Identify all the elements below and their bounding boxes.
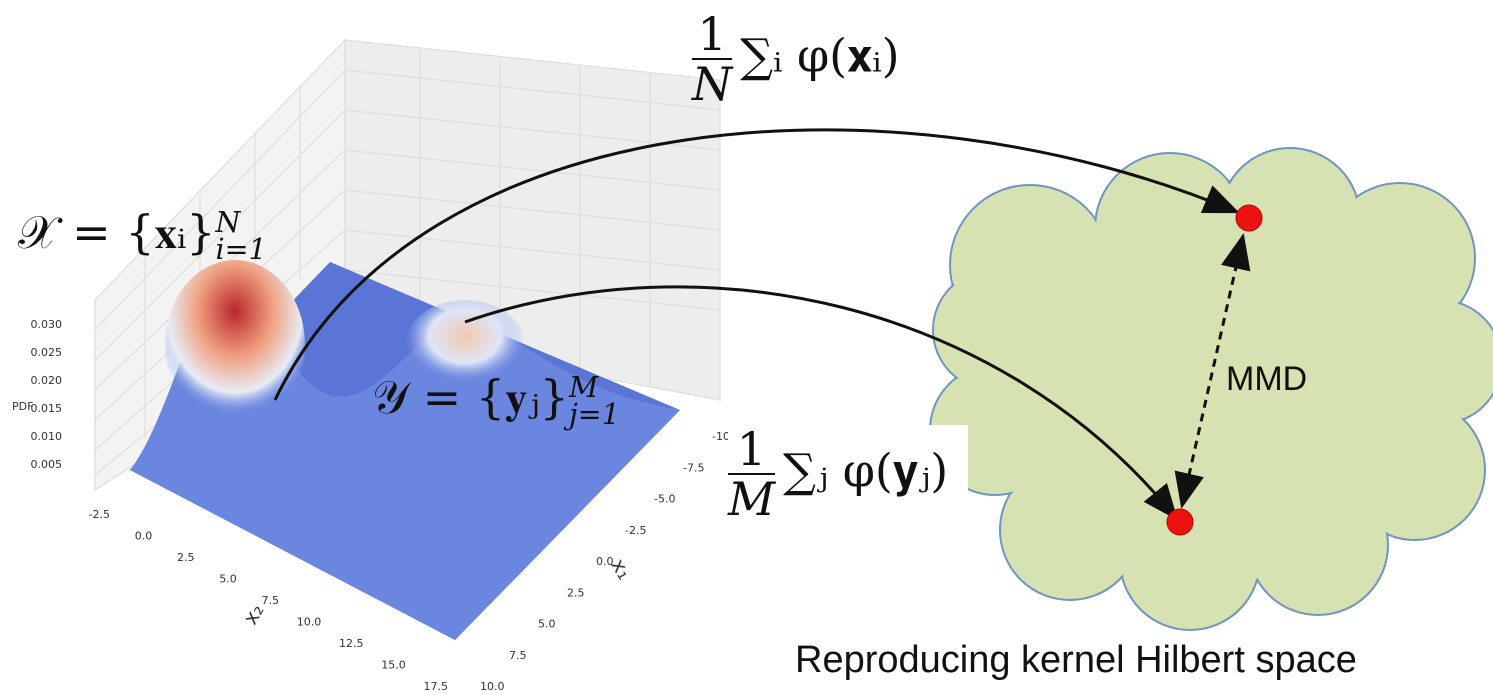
x1-tick-label: 7.5 — [509, 649, 527, 662]
cloud-fill — [1122, 492, 1259, 629]
embedding-point — [1236, 205, 1262, 231]
cloud-fill — [1097, 155, 1244, 302]
x1-tick-label: 2.5 — [567, 586, 585, 599]
embedding-point — [1167, 509, 1193, 535]
sum: ∑ⱼ φ(𝐲ⱼ) — [783, 443, 948, 497]
x2-tick-label: 2.5 — [177, 551, 195, 564]
x2-tick-label: 0.0 — [135, 530, 153, 543]
x2-tick-label: 15.0 — [381, 659, 406, 672]
rkhs-cloud — [930, 148, 1493, 630]
diagram: MMD Reproducing kernel Hilbert space PDF… — [0, 0, 1493, 695]
x2-tick-label: 12.5 — [339, 637, 364, 650]
z-tick-label: 0.010 — [31, 430, 63, 443]
x1-tick-label: 10.0 — [480, 680, 505, 693]
x2-tick-label: 7.5 — [262, 594, 280, 607]
cloud-fill — [935, 272, 1052, 389]
space-label: Reproducing kernel Hilbert space — [795, 639, 1357, 681]
x2-tick-label: 17.5 — [424, 680, 449, 693]
x2-tick-label: -2.5 — [89, 508, 110, 521]
z-tick-label: 0.015 — [31, 402, 63, 415]
formula-main: 𝒳 = {𝐱ᵢ} — [18, 205, 216, 259]
formula-sub: j=1 — [569, 401, 620, 428]
numerator: 1 — [692, 10, 732, 58]
numerator: 1 — [728, 425, 775, 473]
distance-label: MMD — [1226, 360, 1307, 398]
z-tick-label: 0.005 — [31, 458, 63, 471]
x1-tick-label: -2.5 — [625, 524, 646, 537]
formula-sub: i=1 — [216, 236, 267, 263]
formula-main: 𝒴 = {𝐲ⱼ} — [372, 370, 569, 424]
z-tick-label: 0.025 — [31, 346, 63, 359]
cloud-fill — [1250, 477, 1387, 614]
z-tick-label: 0.030 — [31, 318, 63, 331]
z-tick-label: 0.020 — [31, 374, 63, 387]
formula-sup: M — [569, 374, 620, 401]
x1-tick-label: 0.0 — [596, 555, 614, 568]
x1-tick-label: 5.0 — [538, 618, 556, 631]
denominator: N — [692, 58, 732, 108]
denominator: M — [728, 473, 775, 523]
x1-tick-label: -5.0 — [654, 493, 675, 506]
x2-tick-label: 5.0 — [219, 573, 237, 586]
formula-sup: N — [216, 209, 267, 236]
sum: ∑ᵢ φ(𝐱ᵢ) — [740, 28, 899, 82]
x2-tick-label: 10.0 — [297, 616, 322, 629]
x1-tick-label: -7.5 — [683, 461, 704, 474]
